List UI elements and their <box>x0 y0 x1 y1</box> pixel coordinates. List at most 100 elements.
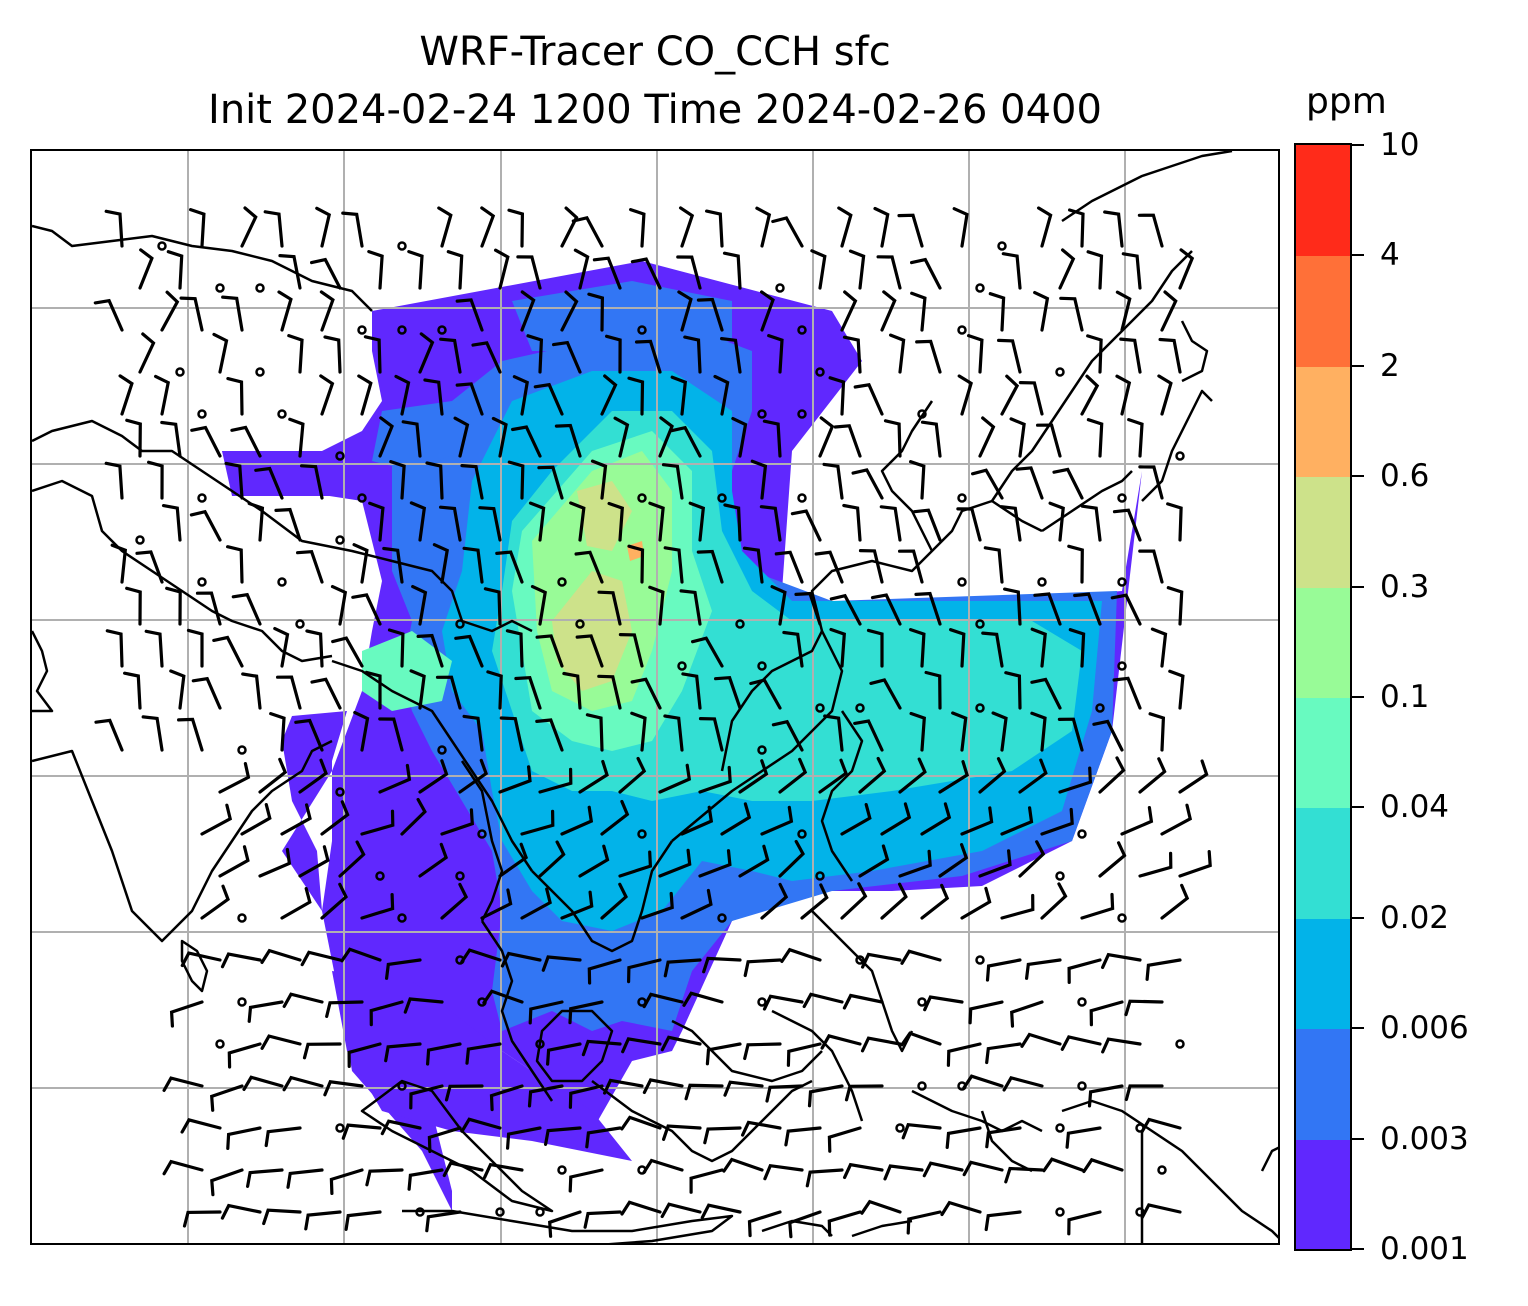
calm-wind-circle <box>797 829 807 839</box>
coastline <box>180 939 209 993</box>
wind-barb <box>380 1119 422 1136</box>
wind-barb <box>762 419 782 458</box>
calm-wind-circle <box>1077 829 1087 839</box>
wind-barb <box>154 374 171 416</box>
wind-barb <box>483 1162 524 1179</box>
wind-barb <box>790 509 822 542</box>
wind-barb <box>870 593 902 626</box>
wind-barb <box>618 756 647 794</box>
wind-barb <box>1087 1084 1124 1108</box>
wind-barb <box>999 505 1022 542</box>
wind-barb <box>282 1075 324 1092</box>
wind-barb <box>920 802 952 836</box>
wind-barb <box>1036 423 1062 458</box>
wind-barb <box>105 629 124 668</box>
wind-barb <box>491 416 508 458</box>
wind-barb <box>1018 840 1046 878</box>
map-panel[interactable] <box>30 149 1280 1245</box>
wind-barb <box>458 758 489 794</box>
wind-barb <box>603 1078 644 1095</box>
wind-barb <box>258 757 288 794</box>
map-canvas <box>32 151 1278 1243</box>
wind-barb <box>1030 627 1047 668</box>
wind-barb <box>1178 850 1212 878</box>
wind-barb <box>786 1042 822 1067</box>
wind-barb <box>985 958 1022 982</box>
wind-barb <box>788 1210 822 1239</box>
wind-barb <box>1010 1000 1044 1028</box>
wind-barb <box>1110 593 1142 626</box>
wind-barb <box>378 717 404 752</box>
coastline <box>591 1079 813 1163</box>
wind-barb <box>627 544 645 584</box>
wind-barb <box>960 886 992 920</box>
wind-barb <box>407 250 424 290</box>
wind-barb <box>210 1084 244 1112</box>
wind-barb <box>658 416 674 458</box>
tracer-contour <box>512 281 732 351</box>
wind-barb <box>1140 1117 1182 1134</box>
wind-barb <box>568 1084 604 1109</box>
wind-barb <box>866 628 884 668</box>
wind-barb <box>1033 291 1050 332</box>
wind-barb <box>607 501 624 542</box>
colorbar-tick-label: 0.006 <box>1380 1010 1469 1047</box>
wind-barb <box>526 334 544 374</box>
wind-barb <box>329 1168 364 1195</box>
wind-barb <box>630 711 647 752</box>
wind-barb <box>364 670 382 710</box>
calm-wind-circle <box>815 703 825 713</box>
wind-barb <box>1000 893 1035 920</box>
wind-barb <box>240 803 272 836</box>
wind-barb <box>520 887 552 920</box>
wind-barb <box>680 805 714 836</box>
wind-barb <box>920 420 942 458</box>
wind-barb <box>1048 501 1065 542</box>
colorbar-tick-label: 0.02 <box>1380 899 1450 936</box>
wind-barb <box>1040 882 1068 920</box>
colorbar-tick <box>1352 1248 1364 1250</box>
wind-barb <box>814 550 844 584</box>
wind-barb <box>407 1168 444 1191</box>
wind-barb <box>578 844 610 878</box>
calm-wind-circle <box>917 409 927 419</box>
wind-barb <box>104 209 124 248</box>
wind-barb <box>860 1199 902 1215</box>
colorbar-tick <box>1352 475 1364 478</box>
wind-barb <box>218 845 250 878</box>
wind-barb <box>621 1037 662 1054</box>
calm-wind-circle <box>757 997 767 1007</box>
wind-barb <box>227 1042 262 1069</box>
wind-barb <box>738 759 769 794</box>
wind-barb <box>378 416 394 458</box>
wind-barb <box>242 1075 284 1091</box>
wind-barb <box>1101 1037 1142 1054</box>
wind-barb <box>287 334 304 374</box>
colorbar-tick <box>1352 144 1364 146</box>
wind-barb <box>698 717 724 752</box>
wind-barb <box>585 713 604 752</box>
wind-barb <box>705 1042 742 1066</box>
wind-barb <box>454 634 484 668</box>
calm-wind-circle <box>997 241 1007 251</box>
calm-wind-circle <box>335 787 345 797</box>
wind-barb <box>774 550 804 584</box>
wind-barb <box>260 1034 302 1050</box>
wind-barb <box>575 634 604 668</box>
wind-barb <box>755 206 772 248</box>
calm-wind-circle <box>397 913 407 923</box>
wind-barb <box>427 1126 462 1153</box>
colorbar-tick <box>1352 1027 1364 1030</box>
wind-barb <box>533 382 564 416</box>
wind-barb <box>663 546 684 584</box>
wind-barb <box>1057 717 1084 752</box>
calm-wind-circle <box>957 577 967 587</box>
wind-barb <box>689 1168 724 1194</box>
calm-wind-circle <box>1117 493 1127 503</box>
wind-barb <box>1124 999 1164 1017</box>
wind-barb <box>1030 677 1062 710</box>
wind-barb <box>262 1208 302 1226</box>
wind-barb <box>1140 1203 1182 1219</box>
colorbar-tick <box>1352 585 1364 588</box>
calm-wind-circle <box>397 241 407 251</box>
